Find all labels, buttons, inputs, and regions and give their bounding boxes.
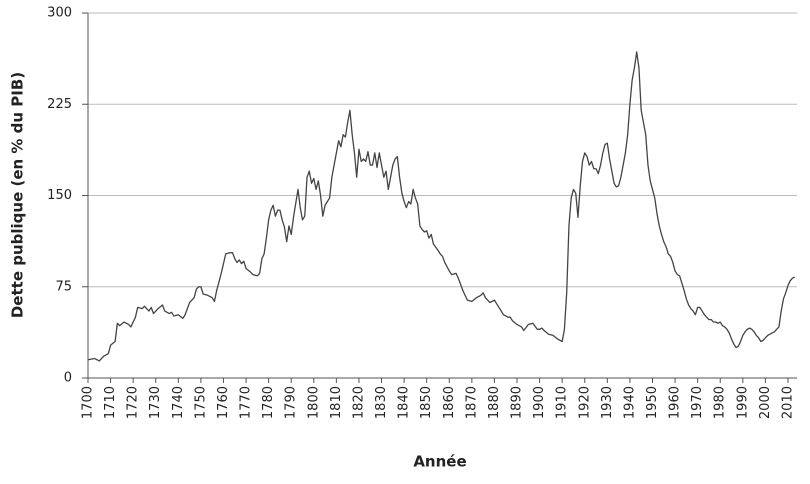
y-tick-label: 0	[64, 371, 72, 386]
x-tick-label: 1910	[555, 386, 570, 419]
data-line	[87, 51, 796, 362]
x-tick-label: 1750	[193, 386, 208, 419]
x-tick-label: 1890	[510, 386, 525, 419]
x-tick-label: 1740	[171, 386, 186, 419]
x-tick-label: 1770	[239, 386, 254, 419]
x-tick-label: 1790	[284, 386, 299, 419]
x-tick-label: 2000	[758, 386, 773, 419]
x-tick-label: 1880	[487, 386, 502, 419]
y-tick-label: 300	[47, 6, 72, 21]
x-tick-label: 1810	[329, 386, 344, 419]
y-axis-title: Dette publique (en % du PIB)	[9, 72, 27, 318]
x-tick-label: 1980	[713, 386, 728, 419]
x-tick-label: 1920	[577, 386, 592, 419]
x-tick-label: 1950	[645, 386, 660, 419]
x-tick-label: 1970	[690, 386, 705, 419]
x-tick-label: 1850	[419, 386, 434, 419]
x-tick-label: 1860	[442, 386, 457, 419]
x-tick-label: 1720	[126, 386, 141, 419]
x-tick-label: 1930	[600, 386, 615, 419]
x-tick-label: 1840	[397, 386, 412, 419]
x-tick-label: 1870	[464, 386, 479, 419]
x-tick-label: 1960	[668, 386, 683, 419]
x-tick-label: 1780	[261, 386, 276, 419]
x-tick-label: 2010	[780, 386, 795, 419]
x-tick-label: 1710	[103, 386, 118, 419]
x-tick-label: 1990	[735, 386, 750, 419]
x-tick-label: 1800	[306, 386, 321, 419]
x-tick-label: 1820	[351, 386, 366, 419]
y-tick-label: 75	[55, 279, 72, 294]
x-tick-label: 1900	[532, 386, 547, 419]
x-axis-title: Année	[413, 453, 466, 471]
x-tick-label: 1700	[81, 386, 96, 419]
y-tick-label: 150	[47, 188, 72, 203]
x-tick-label: 1830	[374, 386, 389, 419]
x-tick-label: 1730	[148, 386, 163, 419]
y-tick-label: 225	[47, 97, 72, 112]
x-tick-label: 1760	[216, 386, 231, 419]
x-tick-label: 1940	[622, 386, 637, 419]
